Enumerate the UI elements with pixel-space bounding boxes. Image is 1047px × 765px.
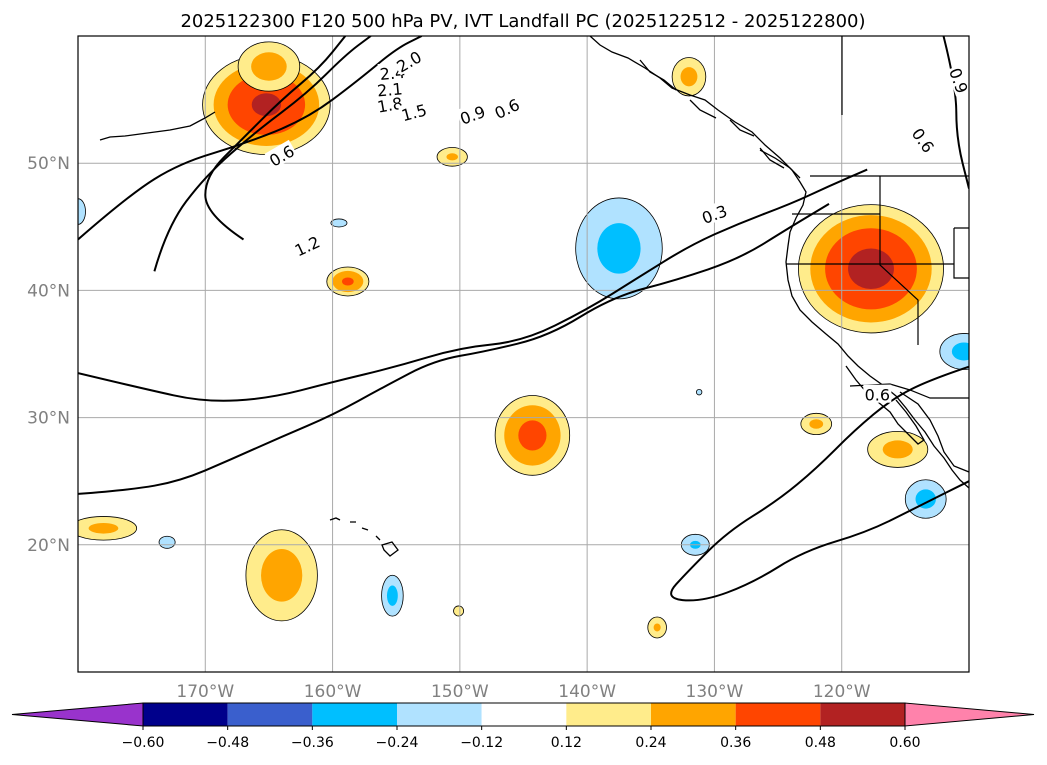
mexico-coast	[899, 391, 969, 473]
colorbar-tick-label: 0.12	[551, 735, 582, 751]
ivt-negative-blob-5-level-0	[78, 198, 86, 225]
colorbar-tick-label: −0.24	[376, 735, 419, 751]
contour-label-bg	[456, 100, 489, 128]
vancouver-island	[759, 149, 801, 179]
state-line-ca-nv	[879, 176, 919, 345]
colorbar-frame	[142, 702, 906, 727]
ivt-positive-blob-2-level-3	[848, 248, 894, 290]
ivt-shading-layer	[78, 41, 969, 639]
alaska-islands	[639, 59, 785, 169]
ivt-negative-blob-7-level-0	[330, 218, 348, 228]
hawaii-islands	[329, 517, 399, 557]
colorbar-tick-label: 0.36	[720, 735, 751, 751]
y-tick-label: 20°N	[27, 536, 70, 556]
y-tick-labels: 20°N 30°N 40°N 50°N	[27, 154, 70, 556]
colorbar-tick-label: −0.36	[291, 735, 334, 751]
ivt-positive-blob-11-level-1	[653, 623, 661, 632]
contour-label-bg	[264, 139, 298, 170]
ivt-negative-blob-1-level-1	[386, 585, 398, 606]
colorbar-segment	[735, 703, 821, 726]
state-line-az	[953, 227, 969, 279]
ivt-positive-blob-8-level-1	[809, 419, 824, 429]
x-tick-label: 160°W	[304, 682, 362, 702]
pv-contour-0	[78, 168, 868, 402]
pv-contour-2	[670, 365, 969, 602]
y-tick-label: 30°N	[27, 409, 70, 429]
ivt-positive-blob-5-level-2	[342, 277, 354, 286]
contour-label-bg	[697, 199, 731, 227]
pv-contour-layer	[78, 36, 969, 602]
colorbar-segment	[820, 703, 905, 726]
ivt-negative-blob-0-level-1	[597, 223, 641, 274]
contour-label-bg	[391, 45, 426, 76]
colorbar-tick-label: 0.24	[635, 735, 666, 751]
contour-label-bg	[375, 78, 405, 99]
colorbar-tick-label: 0.60	[889, 735, 920, 751]
ivt-negative-blob-4-level-1	[951, 342, 969, 361]
north-america-coastline	[589, 36, 969, 489]
x-tick-label: 170°W	[176, 682, 234, 702]
contour-label-bg	[946, 63, 969, 97]
pv-contour-3	[78, 36, 423, 241]
map-background	[78, 36, 969, 672]
contour-label-12: 0.6	[865, 386, 890, 405]
ivt-negative-blob-8-level-0	[695, 389, 703, 396]
pv-contour-1	[78, 203, 830, 495]
colorbar-extend-low	[11, 702, 144, 727]
colorbar-extend-high	[904, 702, 1035, 727]
colorbar-segment	[397, 703, 482, 726]
contour-label-bg	[908, 123, 940, 157]
colorbar: −0.60 −0.48 −0.36 −0.24 −0.12 0.12 0.24 0.36 0.4…	[11, 702, 1035, 751]
ivt-positive-blob-12-level-0	[453, 605, 465, 617]
contour-label-6: 2.1	[376, 79, 403, 100]
ivt-positive-blob-4-level-1	[261, 549, 303, 602]
x-tick-label: 140°W	[558, 682, 616, 702]
contour-label-bg	[290, 230, 324, 260]
ivt-positive-blob-10-level-1	[88, 522, 119, 534]
aleutian-islands	[99, 111, 216, 141]
coastlines	[99, 36, 969, 557]
ivt-positive-blob-3-level-2	[518, 420, 547, 451]
pv-contour-5	[204, 36, 347, 241]
y-tick-label: 50°N	[27, 154, 70, 174]
contour-label-bg	[490, 93, 524, 122]
y-tick-label: 40°N	[27, 281, 70, 301]
contour-label-bg	[397, 99, 430, 124]
ivt-negative-blob-6-level-0	[158, 535, 176, 549]
colorbar-tick-label: −0.48	[206, 735, 249, 751]
pv-contour-4	[153, 36, 372, 272]
contour-label-2: 1.8	[376, 94, 404, 117]
colorbar-segment	[312, 703, 397, 726]
colorbar-segment	[566, 703, 651, 726]
contour-label-10: 0.9	[945, 65, 972, 95]
colorbar-segment	[227, 703, 313, 726]
x-tick-label: 150°W	[431, 682, 489, 702]
ivt-positive-blob-1-level-1	[251, 52, 287, 81]
pv-contour-6	[942, 36, 969, 189]
ivt-negative-blob-3-level-1	[915, 489, 936, 509]
contour-label-bg	[863, 384, 892, 403]
colorbar-segment	[143, 703, 228, 726]
colorbar-tick-label: −0.12	[460, 735, 503, 751]
colorbar-tick-label: 0.48	[805, 735, 836, 751]
ivt-positive-blob-0-level-3	[251, 93, 282, 117]
map-frame	[77, 35, 970, 673]
ivt-positive-blob-6-level-1	[446, 153, 458, 161]
colorbar-segment	[651, 703, 736, 726]
x-tick-label: 120°W	[813, 682, 871, 702]
x-tick-label: 130°W	[686, 682, 744, 702]
colorbar-segment	[481, 703, 567, 726]
graticule	[78, 36, 969, 672]
chart-title: 2025122300 F120 500 hPa PV, IVT Landfall…	[180, 11, 865, 32]
colorbar-tick-label: −0.60	[122, 735, 165, 751]
ivt-positive-blob-9-level-1	[882, 440, 913, 459]
ivt-positive-blob-7-level-1	[680, 67, 698, 87]
x-tick-labels: 170°W 160°W 150°W 140°W 130°W 120°W	[176, 682, 870, 702]
